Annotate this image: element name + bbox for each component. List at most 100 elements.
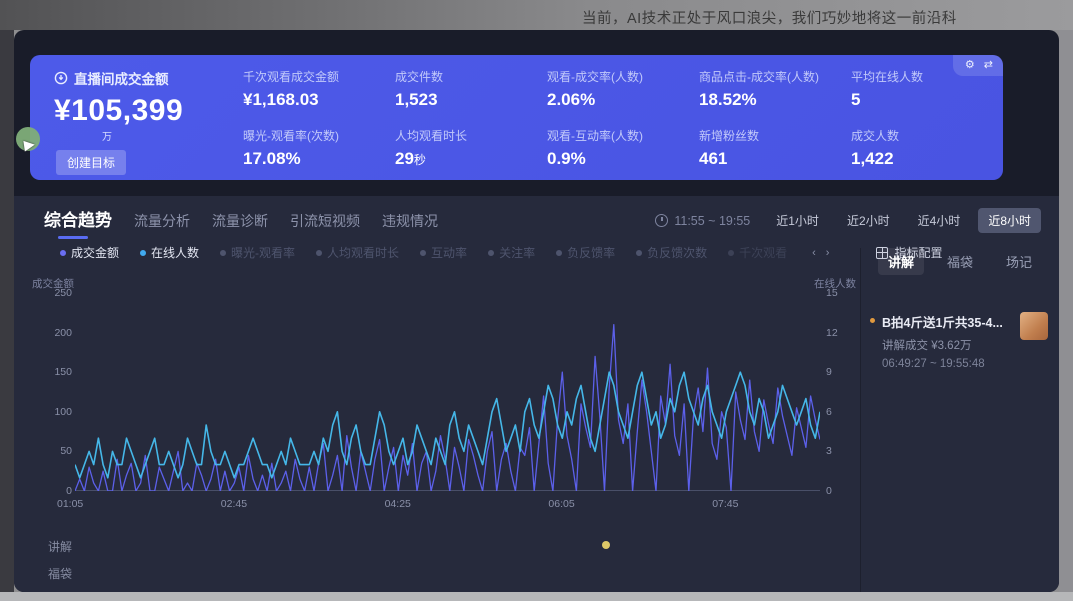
- sidebar-tab-bar: 讲解 福袋 场记: [872, 248, 1048, 275]
- kpi-column: 观看-成交率(人数) 2.06% 观看-互动率(人数) 0.9%: [547, 68, 699, 180]
- product-deal-amount: 讲解成交 ¥3.62万: [882, 340, 972, 352]
- metric-config-label: 指标配置: [894, 246, 943, 260]
- tab-综合趋势[interactable]: 综合趋势: [44, 206, 112, 239]
- legend-label: 负反馈次数: [647, 246, 708, 260]
- swap-icon[interactable]: ⇄: [983, 59, 993, 71]
- mouse-cursor-icon: ▶︎: [22, 135, 36, 153]
- kpi-metric-cell: 人均观看时长 29秒: [395, 127, 547, 169]
- legend-item-关注率[interactable]: 关注率: [488, 244, 535, 261]
- time-button-近4小时[interactable]: 近4小时: [917, 214, 961, 228]
- kpi-metric-cell: 观看-互动率(人数) 0.9%: [547, 127, 699, 169]
- desktop-right-edge: [1059, 30, 1073, 592]
- grid-icon: [876, 246, 889, 259]
- y-axis-right-tick: 3: [826, 445, 832, 458]
- trend-section-background: [14, 196, 1059, 592]
- legend-label: 在线人数: [151, 246, 200, 260]
- legend-item-千次观看[interactable]: 千次观看: [728, 244, 787, 261]
- legend-dot-icon: [556, 249, 563, 256]
- y-axis-right-tick: 6: [826, 405, 832, 418]
- explain-marker-dot[interactable]: [602, 541, 610, 549]
- sidebar-tab-场记[interactable]: 场记: [1005, 255, 1032, 270]
- legend-next-icon[interactable]: ›: [825, 246, 830, 259]
- product-time-range: 06:49:27 ~ 19:55:48: [882, 358, 985, 370]
- chart-legend: 成交金额 在线人数 曝光-观看率 人均观看时长 互动率 关注率 负反馈率 负反馈次数 千次观看 ‹…: [60, 244, 942, 261]
- time-filter-bar: 11:55 ~ 19:55 近1小时 近2小时 近4小时 近8小时: [655, 208, 1041, 233]
- kpi-metric-value: ¥1,168.03: [243, 90, 319, 109]
- time-button-近8小时[interactable]: 近8小时: [978, 208, 1041, 233]
- kpi-main-value: ¥105,399: [54, 94, 184, 127]
- sidebar-tab-福袋[interactable]: 福袋: [946, 255, 973, 270]
- kpi-metric-value: 2.06%: [547, 90, 596, 109]
- legend-item-人均观看时长[interactable]: 人均观看时长: [316, 244, 399, 261]
- legend-dot-icon: [488, 249, 495, 256]
- kpi-column: 商品点击-成交率(人数) 18.52% 新增粉丝数 461: [699, 68, 851, 180]
- legend-label: 互动率: [431, 246, 468, 260]
- live-dashboard-panel: 直播间成交金额 ¥105,399 万 创建目标 千次观看成交金额 ¥1,168.0…: [14, 30, 1059, 592]
- kpi-metric-cell: 观看-成交率(人数) 2.06%: [547, 68, 699, 110]
- desktop-top-strip: 当前，AI技术正处于风口浪尖，我们巧妙地将这一前沿科: [0, 0, 1073, 30]
- sidebar-divider: [860, 248, 861, 592]
- y-axis-right-tick: 15: [826, 287, 838, 299]
- y-axis-left-tick: 100: [54, 405, 72, 418]
- kpi-metric-columns: 千次观看成交金额 ¥1,168.03 曝光-观看率(次数) 17.08% 成交件数 1,5…: [237, 55, 1003, 180]
- time-range-buttons: 近1小时 近2小时 近4小时 近8小时: [766, 208, 1041, 233]
- kpi-metric-label: 商品点击-成交率(人数): [699, 70, 819, 84]
- x-axis-tick: 04:25: [384, 498, 411, 510]
- clock-icon: [655, 214, 669, 227]
- item-bullet-dot: [870, 318, 875, 323]
- kpi-metric-label: 成交人数: [851, 129, 900, 143]
- time-button-近1小时[interactable]: 近1小时: [776, 214, 819, 228]
- create-goal-button[interactable]: 创建目标: [56, 150, 127, 175]
- sidebar-tab-讲解[interactable]: 讲解: [878, 248, 925, 275]
- y-axis-left-tick: 250: [54, 287, 72, 299]
- timeline-row-lucky-bag-label: 福袋: [48, 567, 73, 581]
- legend-item-负反馈率[interactable]: 负反馈率: [556, 244, 615, 261]
- kpi-metric-label: 曝光-观看率(次数): [243, 129, 339, 143]
- x-axis-tick: 06:05: [548, 498, 575, 510]
- kpi-main-unit: 万: [102, 132, 112, 143]
- kpi-metric-label: 人均观看时长: [395, 129, 468, 143]
- legend-item-负反馈次数[interactable]: 负反馈次数: [636, 244, 707, 261]
- kpi-metric-cell: 新增粉丝数 461: [699, 127, 851, 169]
- y-axis-right-tick: 9: [826, 366, 832, 379]
- time-range-display: 11:55 ~ 19:55: [655, 214, 750, 228]
- tab-流量诊断[interactable]: 流量诊断: [212, 213, 268, 229]
- legend-item-成交金额[interactable]: 成交金额: [60, 244, 119, 261]
- legend-item-在线人数[interactable]: 在线人数: [140, 244, 199, 261]
- series-line-成交金额: [75, 324, 820, 491]
- legend-prev-icon[interactable]: ‹: [812, 246, 816, 259]
- product-thumbnail: [1020, 312, 1048, 340]
- legend-item-互动率[interactable]: 互动率: [420, 244, 467, 261]
- trend-chart-svg: [75, 324, 820, 491]
- gear-icon[interactable]: ⚙: [964, 59, 975, 71]
- legend-dot-icon: [140, 249, 147, 256]
- video-subtitle-text: 当前，AI技术正处于风口浪尖，我们巧妙地将这一前沿科: [582, 11, 957, 27]
- legend-label: 负反馈率: [567, 246, 616, 260]
- y-axis-left-tick: 200: [54, 326, 72, 339]
- left-axis-title: 成交金额: [32, 278, 74, 290]
- x-axis-tick: 01:05: [57, 498, 84, 510]
- time-button-近2小时[interactable]: 近2小时: [846, 214, 890, 228]
- explain-list-item[interactable]: B拍4斤送1斤共35-4... 讲解成交 ¥3.62万 06:49:27 ~ 1…: [870, 312, 1056, 370]
- tab-流量分析[interactable]: 流量分析: [134, 213, 190, 229]
- legend-label: 千次观看: [739, 246, 788, 260]
- y-axis-right-tick: 0: [826, 485, 832, 497]
- metric-config-button[interactable]: 指标配置: [876, 244, 942, 261]
- x-axis-tick: 02:45: [220, 498, 248, 510]
- legend-item-曝光-观看率[interactable]: 曝光-观看率: [220, 244, 295, 261]
- kpi-metric-cell: 平均在线人数 5: [851, 68, 1003, 110]
- tab-引流短视频[interactable]: 引流短视频: [290, 213, 360, 229]
- legend-label: 曝光-观看率: [231, 246, 296, 260]
- right-axis-title: 在线人数: [814, 278, 856, 290]
- tab-违规情况[interactable]: 违规情况: [382, 213, 438, 229]
- kpi-corner-actions: ⚙ ⇄: [952, 55, 1003, 76]
- kpi-metric-value: 461: [699, 149, 728, 168]
- kpi-metric-label: 平均在线人数: [851, 70, 924, 84]
- kpi-column: 千次观看成交金额 ¥1,168.03 曝光-观看率(次数) 17.08%: [243, 68, 395, 180]
- desktop-left-edge: [0, 30, 14, 592]
- legend-label: 关注率: [499, 246, 536, 260]
- kpi-metric-cell: 成交件数 1,523: [395, 68, 547, 110]
- trend-chart-plot[interactable]: [75, 293, 820, 491]
- y-axis-right-tick: 12: [826, 326, 838, 339]
- kpi-metric-value: 18.52%: [699, 90, 757, 109]
